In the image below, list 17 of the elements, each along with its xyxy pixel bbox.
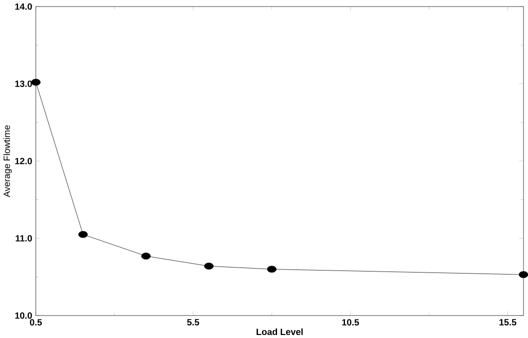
point: [267, 266, 277, 272]
y-tick-label: 14.0: [15, 3, 32, 10]
x-axis-title: Load Level: [256, 328, 303, 335]
point: [204, 262, 214, 270]
x-tick-label: 0.5: [30, 318, 42, 326]
y-axis-title: Average Flowtime: [3, 125, 12, 197]
y-tick-label: 10.0: [15, 312, 32, 319]
y-tick-label: 12.0: [15, 158, 32, 164]
x-tick-label: 10.5: [342, 318, 359, 326]
x-tick-label: 15.5: [500, 318, 516, 326]
y-tick-label: 13.0: [15, 80, 32, 87]
point: [141, 252, 151, 260]
point: [518, 271, 528, 278]
y-tick-label: 11.0: [16, 234, 32, 242]
point: [78, 230, 88, 238]
x-tick-label: 5.5: [187, 318, 200, 326]
point: [31, 78, 41, 86]
